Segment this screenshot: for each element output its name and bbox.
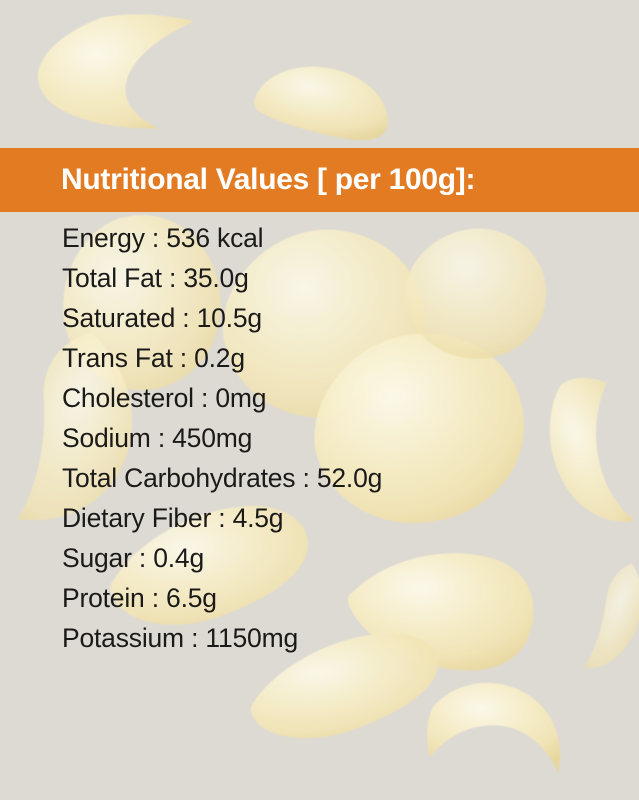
- nutrition-row: Cholesterol : 0mg: [62, 383, 267, 413]
- nutrition-row: Trans Fat : 0.2g: [62, 343, 245, 373]
- chip-crescent-bottom-right: [419, 672, 585, 800]
- page-title: Nutritional Values [ per 100g]:: [61, 163, 476, 196]
- header-banner: Nutritional Values [ per 100g]:: [0, 148, 639, 212]
- nutrition-row: Saturated : 10.5g: [62, 303, 262, 333]
- nutrition-row: Sodium : 450mg: [62, 423, 253, 453]
- nutrition-row: Total Fat : 35.0g: [62, 263, 249, 293]
- nutrition-row: Potassium : 1150mg: [62, 623, 298, 653]
- nutrition-row: Dietary Fiber : 4.5g: [62, 503, 284, 533]
- chip-crescent-top-left: [14, 7, 222, 141]
- nutrition-values-list: Energy : 536 kcal Total Fat : 35.0g Satura…: [62, 218, 582, 658]
- nutrition-row: Protein : 6.5g: [62, 583, 217, 613]
- nutrition-row: Sugar : 0.4g: [62, 543, 204, 573]
- nutrition-row: Energy : 536 kcal: [62, 223, 264, 253]
- nutrition-row: Total Carbohydrates : 52.0g: [62, 463, 383, 493]
